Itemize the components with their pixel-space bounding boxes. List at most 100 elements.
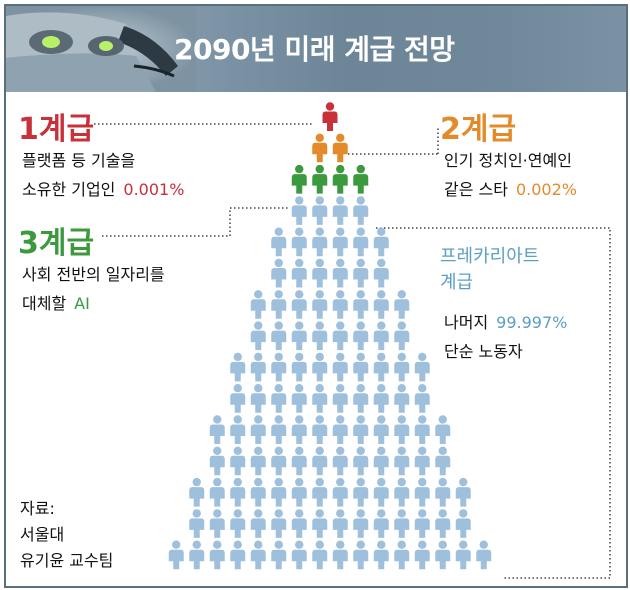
tier4-person-icon xyxy=(250,352,266,382)
page-title: 2090년 미래 계급 전망 xyxy=(174,33,455,66)
tier4-person-icon xyxy=(271,415,287,444)
tier4-level-line2: 계급 xyxy=(440,272,474,293)
tier4-person-icon xyxy=(353,540,369,570)
tier4-person-icon xyxy=(394,446,410,476)
tier4-person-icon xyxy=(291,258,307,288)
tier4-person-icon xyxy=(435,415,451,444)
tier4-line1: 나머지 xyxy=(444,313,489,332)
tier4-person-icon xyxy=(332,446,348,476)
tier4-person-icon xyxy=(312,509,328,538)
tier3-description: 사회 전반의 일자리를 대체할 AI xyxy=(22,260,165,318)
tier4-person-icon xyxy=(353,384,369,413)
tier3-level-label: 3계급 xyxy=(18,226,95,261)
tier3-line2-row: 대체할 AI xyxy=(22,289,165,318)
tier4-person-icon xyxy=(271,227,287,257)
tier4-person-icon xyxy=(353,290,369,319)
tier4-person-icon xyxy=(189,477,205,507)
tier4-person-icon xyxy=(353,415,369,444)
tier4-person-icon xyxy=(189,509,205,538)
tier4-person-icon xyxy=(312,352,328,382)
tier4-person-icon xyxy=(291,290,307,319)
tier4-description: 나머지 99.997% 단순 노동자 xyxy=(444,308,567,366)
tier4-person-icon xyxy=(373,258,389,288)
tier4-line2: 단순 노동자 xyxy=(444,342,523,361)
tier4-leader-line xyxy=(376,227,611,579)
source-note: 자료: 서울대 유기윤 교수팀 xyxy=(20,496,113,574)
tier4-person-icon xyxy=(189,540,205,570)
tier4-person-icon xyxy=(332,321,348,351)
tier4-person-icon xyxy=(250,540,266,570)
tier4-person-icon xyxy=(332,477,348,507)
tier4-person-icon xyxy=(291,477,307,507)
tier4-person-icon xyxy=(312,321,328,351)
tier4-person-icon xyxy=(353,258,369,288)
tier4-person-icon xyxy=(455,477,471,507)
tier4-person-icon xyxy=(312,258,328,288)
tier4-person-icon xyxy=(230,384,246,413)
tier4-person-icon xyxy=(291,196,307,225)
tier2-percentage: 0.002% xyxy=(515,180,577,199)
tier1-percentage: 0.001% xyxy=(123,180,185,199)
tier4-person-icon xyxy=(209,415,225,444)
tier1-line2-row: 소유한 기업인 0.001% xyxy=(22,175,184,204)
tier4-person-icon xyxy=(230,352,246,382)
tier4-person-icon xyxy=(271,540,287,570)
tier4-person-icon xyxy=(332,227,348,257)
tier4-person-icon xyxy=(230,415,246,444)
tier4-person-icon xyxy=(291,446,307,476)
tier4-person-icon xyxy=(414,477,430,507)
tier4-person-icon xyxy=(250,290,266,319)
tier2-person-icon xyxy=(312,133,328,163)
tier4-person-icon xyxy=(414,352,430,382)
tier4-person-icon xyxy=(332,352,348,382)
tier4-person-icon xyxy=(271,290,287,319)
tier4-person-icon xyxy=(353,352,369,382)
tier2-line2: 같은 스타 xyxy=(444,180,508,199)
tier2-description: 인기 정치인·연예인 같은 스타 0.002% xyxy=(444,146,577,204)
tier4-person-icon xyxy=(291,509,307,538)
tier4-person-icon xyxy=(271,321,287,351)
tier1-description: 플랫폼 등 기술을 소유한 기업인 0.001% xyxy=(22,146,184,204)
pyramid-diagram xyxy=(94,102,611,579)
tier4-person-icon xyxy=(332,415,348,444)
tier4-person-icon xyxy=(230,446,246,476)
tier4-person-icon xyxy=(373,446,389,476)
tier4-person-icon xyxy=(353,196,369,225)
tier4-person-icon xyxy=(291,415,307,444)
tier4-person-icon xyxy=(250,477,266,507)
tier1-line2: 소유한 기업인 xyxy=(22,180,116,199)
tier1-person-icon xyxy=(322,102,338,131)
tier4-person-icon xyxy=(230,509,246,538)
tier4-person-icon xyxy=(373,509,389,538)
tier2-person-icon xyxy=(332,133,348,163)
tier3-person-icon xyxy=(312,164,328,194)
tier4-person-icon xyxy=(414,446,430,476)
tier4-person-icon xyxy=(250,415,266,444)
tier4-person-icon xyxy=(394,415,410,444)
tier4-person-icon xyxy=(332,540,348,570)
tier4-person-icon xyxy=(414,509,430,538)
tier4-level-label: 프레카리아트 계급 xyxy=(440,244,539,296)
tier4-person-icon xyxy=(312,196,328,225)
tier4-person-icon xyxy=(250,384,266,413)
robot-face-illustration xyxy=(6,6,196,92)
tier4-person-icon xyxy=(373,290,389,319)
tier4-person-icon xyxy=(435,540,451,570)
tier4-person-icon xyxy=(332,196,348,225)
tier4-person-icon xyxy=(312,540,328,570)
tier3-leader-line xyxy=(102,207,288,237)
tier4-person-icon xyxy=(353,321,369,351)
tier4-person-icon xyxy=(209,446,225,476)
tier4-person-icon xyxy=(414,415,430,444)
tier4-person-icon xyxy=(271,352,287,382)
tier4-person-icon xyxy=(312,446,328,476)
tier4-person-icon xyxy=(209,509,225,538)
tier4-person-icon xyxy=(271,477,287,507)
tier4-person-icon xyxy=(394,384,410,413)
tier4-person-icon xyxy=(332,384,348,413)
tier4-person-icon xyxy=(271,258,287,288)
tier4-person-icon xyxy=(312,415,328,444)
tier2-level-label: 2계급 xyxy=(440,112,517,147)
tier4-percentage: 99.997% xyxy=(496,313,568,332)
infographic-frame: 2090년 미래 계급 전망 1계급 플랫폼 등 기술을 소유한 기업인 0.00… xyxy=(4,4,628,588)
